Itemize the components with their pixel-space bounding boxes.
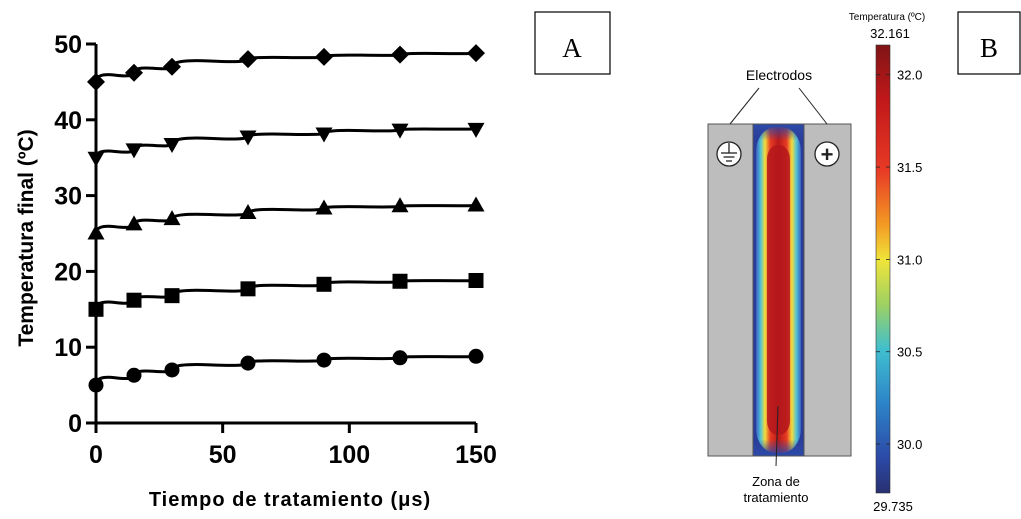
zone-leader bbox=[775, 405, 779, 467]
electrodes-leader-right bbox=[798, 87, 828, 125]
data-point-triangle bbox=[239, 204, 257, 220]
panel-b-label-box bbox=[957, 11, 1021, 75]
data-point-square bbox=[468, 272, 484, 288]
data-point-triangle bbox=[125, 215, 143, 231]
colorbar-tick-label: 32.0 bbox=[897, 68, 922, 83]
data-point-triangle-down bbox=[239, 130, 257, 146]
data-point-square bbox=[126, 292, 142, 308]
data-point-triangle-down bbox=[391, 123, 409, 139]
series-line-1 bbox=[94, 354, 478, 386]
y-tick-label: 50 bbox=[54, 31, 82, 59]
x-tick-label: 50 bbox=[209, 441, 237, 469]
data-point-triangle bbox=[467, 196, 485, 212]
panel-a-label-box bbox=[534, 11, 611, 75]
ground-terminal bbox=[716, 141, 742, 167]
y-tick-label: 10 bbox=[54, 334, 82, 362]
data-point-triangle-down bbox=[87, 151, 105, 167]
panel-b-label: B bbox=[980, 33, 998, 63]
colorbar-tick-label: 31.5 bbox=[897, 160, 922, 175]
plus-sign: + bbox=[821, 142, 834, 167]
right-electrode bbox=[803, 123, 852, 457]
colorbar-ticks: 32.0 31.5 31.0 30.5 30.0 bbox=[876, 68, 922, 452]
electrodes-label: Electrodos bbox=[746, 67, 812, 83]
zone-label-line1: Zona de bbox=[752, 474, 800, 489]
treatment-zone-heatmap bbox=[752, 123, 805, 457]
data-point-triangle-down bbox=[163, 138, 181, 154]
series-line-4 bbox=[94, 127, 478, 158]
chart-series bbox=[87, 44, 485, 393]
y-tick-label: 30 bbox=[54, 183, 82, 211]
data-point-circle bbox=[468, 348, 484, 364]
data-point-triangle bbox=[163, 210, 181, 226]
x-axis-label: Tiempo de tratamiento (μs) bbox=[149, 489, 431, 511]
colorbar-tick-label: 30.5 bbox=[897, 345, 922, 360]
y-tick-label: 20 bbox=[54, 258, 82, 286]
series-line-3 bbox=[94, 203, 478, 234]
colorbar-max-label: 32.161 bbox=[870, 26, 910, 41]
chart-axes: 0 10 20 30 40 50 0 50 100 150 bbox=[54, 31, 497, 469]
data-point-diamond bbox=[467, 44, 485, 63]
series-line-5 bbox=[94, 51, 478, 83]
data-point-diamond bbox=[315, 47, 333, 66]
data-point-circle bbox=[392, 350, 408, 366]
series-line-2 bbox=[94, 278, 478, 310]
data-point-diamond bbox=[125, 63, 143, 82]
colorbar-tick-label: 31.0 bbox=[897, 252, 922, 267]
y-axis-label: Temperatura final (ºC) bbox=[15, 129, 38, 346]
colorbar bbox=[875, 44, 891, 494]
data-point-triangle-down bbox=[315, 127, 333, 143]
data-point-circle bbox=[240, 355, 256, 371]
data-point-square bbox=[392, 273, 408, 289]
data-point-square bbox=[88, 301, 104, 317]
y-tick-label: 40 bbox=[54, 107, 82, 135]
data-point-square bbox=[240, 281, 256, 297]
positive-terminal: + bbox=[814, 141, 840, 167]
data-point-circle bbox=[88, 377, 104, 393]
data-point-triangle bbox=[391, 197, 409, 213]
data-point-diamond bbox=[239, 50, 257, 69]
data-point-triangle-down bbox=[467, 122, 485, 138]
zone-label-line2: tratamiento bbox=[743, 490, 808, 505]
data-point-diamond bbox=[163, 57, 181, 76]
data-point-circle bbox=[316, 352, 332, 368]
data-point-square bbox=[164, 288, 180, 304]
colorbar-tick-label: 30.0 bbox=[897, 437, 922, 452]
panel-a-label: A bbox=[562, 33, 582, 63]
y-tick-label: 0 bbox=[68, 410, 82, 438]
data-point-circle bbox=[126, 367, 142, 383]
x-tick-label: 0 bbox=[89, 441, 103, 469]
data-point-diamond bbox=[87, 72, 105, 91]
x-tick-label: 100 bbox=[328, 441, 370, 469]
colorbar-title: Temperatura (ºC) bbox=[849, 12, 925, 23]
data-point-triangle bbox=[87, 224, 105, 240]
panel-a: A 0 10 20 30 40 50 0 50 100 150 Temperatura final… bbox=[15, 11, 611, 511]
data-point-square bbox=[316, 276, 332, 292]
data-point-triangle-down bbox=[125, 143, 143, 159]
data-point-triangle bbox=[315, 199, 333, 215]
panel-b: B + Electrodos Zona de bbox=[707, 11, 1021, 514]
left-electrode bbox=[707, 123, 754, 457]
x-tick-label: 150 bbox=[455, 441, 497, 469]
electrodes-leader-left bbox=[729, 87, 760, 125]
data-point-diamond bbox=[391, 45, 409, 64]
data-point-circle bbox=[164, 362, 180, 378]
colorbar-min-label: 29.735 bbox=[873, 499, 913, 514]
